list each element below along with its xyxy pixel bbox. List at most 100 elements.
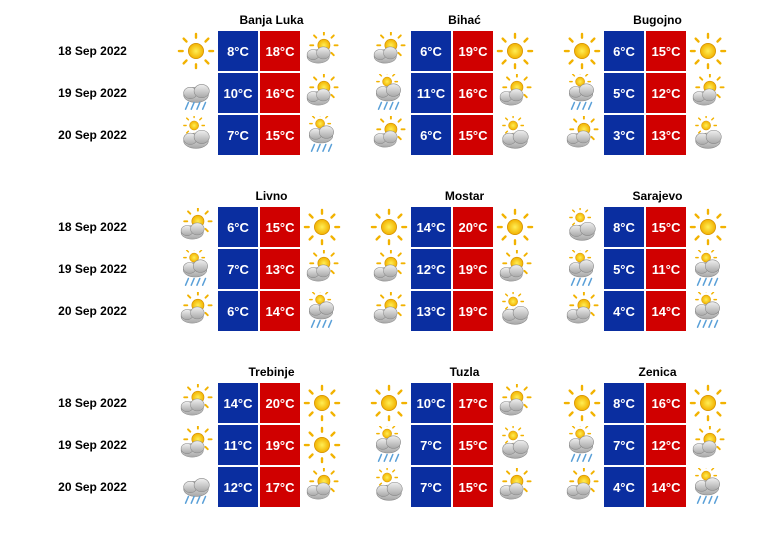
weather-icon-shower [368,72,410,114]
city-day-cell: 7°C13°C [175,248,368,290]
weather-icon-sun [687,206,729,248]
city-day-cell: 10°C16°C [175,72,368,114]
temp-low: 8°C [217,30,259,72]
temp-low: 5°C [603,248,645,290]
weather-icon-sun [561,30,603,72]
temp-high: 20°C [452,206,494,248]
forecast-row: 19 Sep 2022 10°C16°C 11°C16°C 5°C12°C [10,72,779,114]
weather-icon-partly [368,290,410,332]
weather-icon-partly [687,424,729,466]
forecast-row: 20 Sep 2022 7°C15°C 6°C15°C 3°C13°C [10,114,779,156]
temp-high: 15°C [452,466,494,508]
temp-low: 11°C [217,424,259,466]
weather-icon-shower [175,248,217,290]
forecast-row: 18 Sep 2022 14°C20°C 10°C17°C 8°C16°C [10,382,779,424]
weather-icon-sun [687,30,729,72]
date-label: 20 Sep 2022 [10,304,175,318]
city-day-cell: 6°C19°C [368,30,561,72]
city-header-row: Banja LukaBihaćBugojno [10,10,779,30]
temp-low: 6°C [410,30,452,72]
city-day-cell: 8°C18°C [175,30,368,72]
city-day-cell: 5°C12°C [561,72,754,114]
weather-icon-shower [561,424,603,466]
city-day-cell: 12°C19°C [368,248,561,290]
city-header-row: TrebinjeTuzlaZenica [10,362,779,382]
weather-icon-partly [175,206,217,248]
forecast-block: Banja LukaBihaćBugojno 18 Sep 2022 8°C18°… [10,10,779,156]
temp-low: 3°C [603,114,645,156]
forecast-row: 20 Sep 2022 6°C14°C 13°C19°C 4°C14°C [10,290,779,332]
weather-icon-partly [368,30,410,72]
date-label: 20 Sep 2022 [10,128,175,142]
weather-icon-cloud [561,206,603,248]
temp-low: 14°C [410,206,452,248]
weather-icon-shower [687,248,729,290]
city-day-cell: 7°C15°C [175,114,368,156]
temp-low: 7°C [410,466,452,508]
weather-icon-shower [561,248,603,290]
temp-high: 16°C [259,72,301,114]
city-day-cell: 7°C12°C [561,424,754,466]
weather-icon-sun [368,206,410,248]
forecast-block: LivnoMostarSarajevo18 Sep 2022 6°C15°C 1… [10,186,779,332]
city-name: Bugojno [561,13,754,27]
weather-icon-partly [494,248,536,290]
temp-high: 15°C [259,206,301,248]
weather-icon-partly [301,72,343,114]
city-name: Trebinje [175,365,368,379]
temp-low: 13°C [410,290,452,332]
city-day-cell: 7°C15°C [368,424,561,466]
weather-icon-partly [175,382,217,424]
temp-high: 14°C [645,290,687,332]
weather-icon-partly [301,30,343,72]
temp-low: 10°C [410,382,452,424]
city-day-cell: 3°C13°C [561,114,754,156]
weather-icon-shower [687,290,729,332]
weather-icon-sun [561,382,603,424]
temp-low: 12°C [217,466,259,508]
weather-icon-sun [368,382,410,424]
temp-high: 17°C [259,466,301,508]
weather-icon-shower [301,114,343,156]
temp-low: 5°C [603,72,645,114]
temp-high: 19°C [259,424,301,466]
weather-icon-partly [175,290,217,332]
temp-high: 19°C [452,290,494,332]
city-name: Tuzla [368,365,561,379]
temp-high: 15°C [645,30,687,72]
temp-high: 15°C [645,206,687,248]
weather-icon-partly [494,466,536,508]
temp-high: 16°C [452,72,494,114]
temp-low: 7°C [410,424,452,466]
city-day-cell: 5°C11°C [561,248,754,290]
temp-high: 18°C [259,30,301,72]
city-name: Livno [175,189,368,203]
weather-icon-sun [301,424,343,466]
city-day-cell: 10°C17°C [368,382,561,424]
date-label: 18 Sep 2022 [10,44,175,58]
weather-icon-partly [561,114,603,156]
weather-icon-rain [175,72,217,114]
weather-icon-shower [368,424,410,466]
city-day-cell: 12°C17°C [175,466,368,508]
forecast-block: TrebinjeTuzlaZenica18 Sep 2022 14°C20°C … [10,362,779,508]
city-name: Banja Luka [175,13,368,27]
temp-high: 15°C [259,114,301,156]
temp-high: 19°C [452,248,494,290]
date-label: 19 Sep 2022 [10,262,175,276]
date-label: 19 Sep 2022 [10,86,175,100]
temp-low: 12°C [410,248,452,290]
weather-icon-partly [301,466,343,508]
weather-icon-partly [175,424,217,466]
city-day-cell: 11°C19°C [175,424,368,466]
temp-high: 13°C [645,114,687,156]
city-header-row: LivnoMostarSarajevo [10,186,779,206]
weather-icon-cloud [368,466,410,508]
temp-low: 6°C [217,290,259,332]
city-day-cell: 8°C15°C [561,206,754,248]
temp-low: 8°C [603,206,645,248]
date-label: 18 Sep 2022 [10,220,175,234]
weather-icon-cloud [687,114,729,156]
city-day-cell: 14°C20°C [368,206,561,248]
weather-icon-sun [175,30,217,72]
